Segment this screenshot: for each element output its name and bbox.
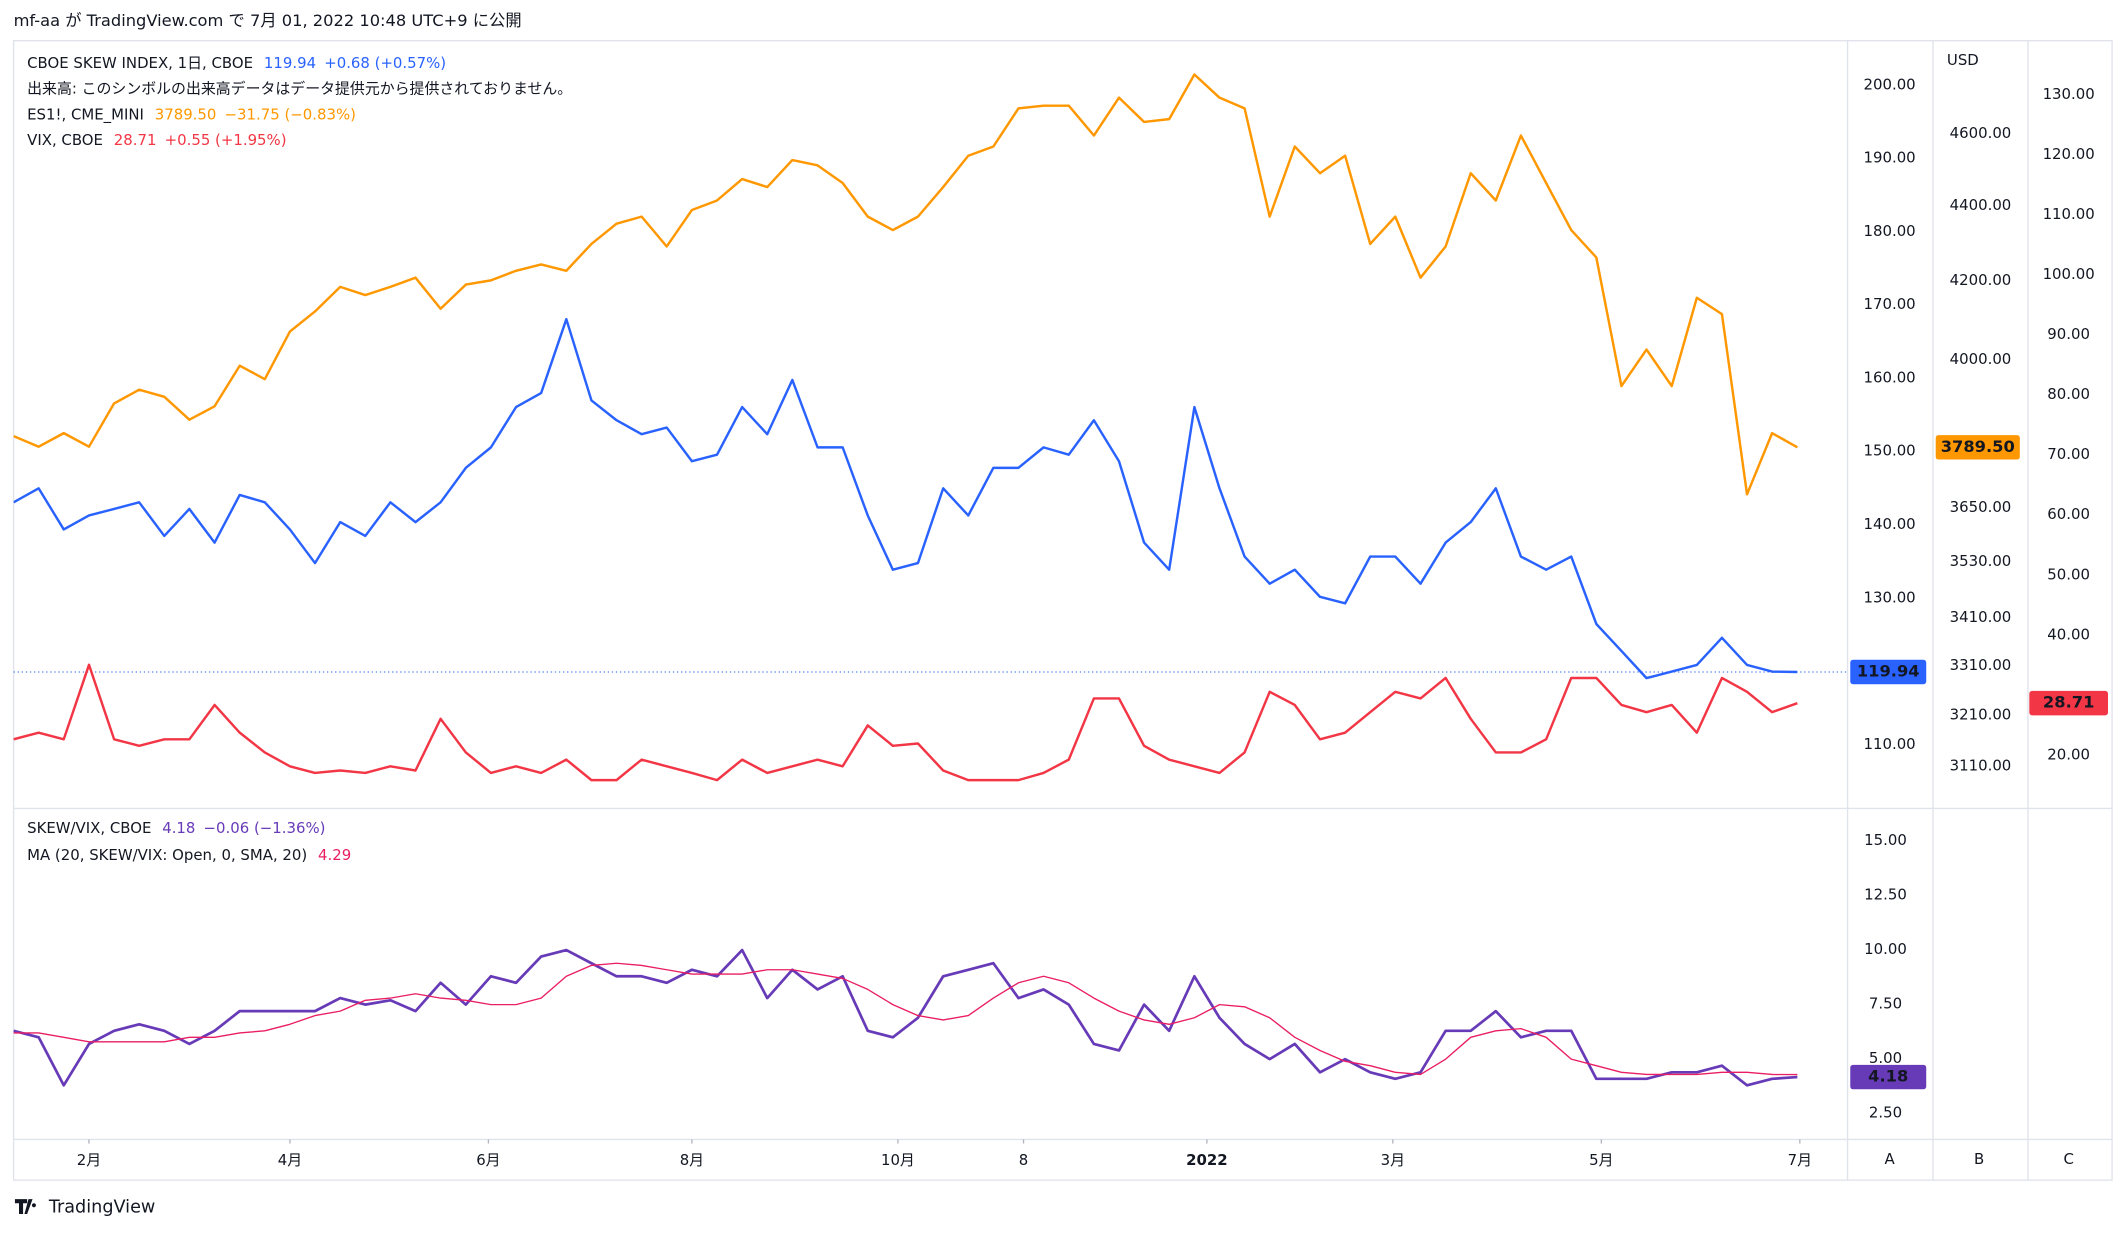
series-line	[13, 962, 1798, 1076]
y-tick-label: 3210.00	[1950, 705, 2012, 723]
series-line	[13, 948, 1798, 1087]
x-tick-label: 2022	[1186, 1151, 1228, 1169]
x-tick-label: 5月	[1589, 1151, 1613, 1169]
y-tick-label: 7.50	[1869, 995, 1902, 1013]
legend-entry: MA (20, SKEW/VIX: Open, 0, SMA, 20) 4.29	[27, 846, 351, 864]
y-tick-label: 40.00	[2047, 625, 2090, 643]
y-tick-label: 140.00	[1864, 515, 1916, 533]
y-tick-label: 4200.00	[1950, 271, 2012, 289]
y-tick-label: 100.00	[2043, 265, 2095, 283]
legend-value: 4.18	[162, 819, 195, 837]
series-line	[13, 663, 1798, 782]
y-tick-label: 70.00	[2047, 445, 2090, 463]
legend-value: 119.94	[264, 54, 316, 72]
legend-name: VIX, CBOE	[27, 131, 103, 149]
legend-name: MA (20, SKEW/VIX: Open, 0, SMA, 20)	[27, 846, 307, 864]
x-tick-label: 8	[1019, 1151, 1028, 1169]
y-tick-label: 160.00	[1864, 368, 1916, 386]
y-tick-label: 80.00	[2047, 385, 2090, 403]
legend-name: SKEW/VIX, CBOE	[27, 819, 151, 837]
y-tick-label: 110.00	[2043, 205, 2095, 223]
y-tick-label: 60.00	[2047, 505, 2090, 523]
legend-entry: SKEW/VIX, CBOE 4.18 −0.06 (−1.36%)	[27, 819, 325, 837]
legend-entry: ES1!, CME_MINI 3789.50 −31.75 (−0.83%)	[27, 105, 356, 123]
x-tick-label: 3月	[1381, 1151, 1405, 1169]
x-tick-label: 4月	[278, 1151, 302, 1169]
price-badge	[1935, 435, 2020, 460]
legend-value: 4.29	[318, 846, 351, 864]
y-tick-label: 50.00	[2047, 565, 2090, 583]
brand: TradingView	[48, 1197, 156, 1217]
legend-value: 3789.50	[155, 105, 217, 123]
y-tick-label: 20.00	[2047, 745, 2090, 763]
x-tick-label: 6月	[476, 1151, 500, 1169]
y-tick-label: 170.00	[1864, 295, 1916, 313]
y-tick-label: 130.00	[2043, 85, 2095, 103]
y-tick-label: 4000.00	[1950, 350, 2012, 368]
series-line	[13, 317, 1798, 680]
y-tick-label: 4400.00	[1950, 196, 2012, 214]
legend-change: +0.55 (+1.95%)	[165, 131, 287, 149]
y-tick-label: 190.00	[1864, 149, 1916, 167]
y-tick-label: 12.50	[1864, 886, 1907, 904]
legend-change: +0.68 (+0.57%)	[324, 54, 446, 72]
x-tick-label: 10月	[881, 1151, 915, 1169]
y-tick-label: 110.00	[1864, 735, 1916, 753]
y-tick-label: 90.00	[2047, 325, 2090, 343]
legend-entry: CBOE SKEW INDEX, 1日, CBOE 119.94 +0.68 (+0…	[27, 54, 446, 72]
x-tick-label: 7月	[1788, 1151, 1812, 1169]
y-tick-label: 130.00	[1864, 588, 1916, 606]
price-badge	[2029, 690, 2108, 716]
y-tick-label: 120.00	[2043, 145, 2095, 163]
x-tick-label: 2月	[77, 1151, 101, 1169]
y-tick-label: 4600.00	[1950, 124, 2012, 142]
price-badge-label: 28.71	[2043, 693, 2094, 712]
logo: TradingView	[14, 1197, 156, 1217]
legend-entry: VIX, CBOE 28.71 +0.55 (+1.95%)	[27, 131, 286, 149]
x-tick-label: 8月	[680, 1151, 704, 1169]
price-badge-label: 4.18	[1868, 1067, 1908, 1086]
price-badge	[1850, 659, 1927, 685]
series-line	[13, 73, 1798, 496]
price-badge-label: 119.94	[1857, 662, 1920, 681]
volume-note: 出来高: このシンボルの出来高データはデータ提供元から提供されておりません。	[27, 80, 572, 98]
y-tick-label: 10.00	[1864, 940, 1907, 958]
price-badge	[1850, 1064, 1927, 1090]
price-badge-label: 3789.50	[1941, 437, 2015, 456]
axis-unit: USD	[1947, 51, 1979, 69]
legend-change: −0.06 (−1.36%)	[204, 819, 326, 837]
y-tick-label: 3310.00	[1950, 656, 2012, 674]
y-tick-label: 3410.00	[1950, 608, 2012, 626]
y-tick-label: 15.00	[1864, 831, 1907, 849]
legend-name: CBOE SKEW INDEX, 1日, CBOE	[27, 54, 253, 72]
y-tick-label: 3530.00	[1950, 552, 2012, 570]
scale-button: C	[2063, 1150, 2073, 1168]
legend-value: 28.71	[114, 131, 157, 149]
y-tick-label: 3650.00	[1950, 498, 2012, 516]
y-tick-label: 3110.00	[1950, 757, 2012, 775]
y-tick-label: 200.00	[1864, 75, 1916, 93]
legend-name: ES1!, CME_MINI	[27, 105, 144, 123]
y-tick-label: 2.50	[1869, 1104, 1902, 1122]
legend-change: −31.75 (−0.83%)	[225, 105, 356, 123]
publish-info: mf-aa が TradingView.com で 7月 01, 2022 10…	[14, 11, 522, 30]
scale-button: A	[1885, 1150, 1896, 1168]
frame	[12, 40, 2113, 1181]
y-tick-label: 5.00	[1869, 1049, 1902, 1067]
scale-button: B	[1974, 1150, 1984, 1168]
y-tick-label: 150.00	[1864, 442, 1916, 460]
y-tick-label: 180.00	[1864, 222, 1916, 240]
